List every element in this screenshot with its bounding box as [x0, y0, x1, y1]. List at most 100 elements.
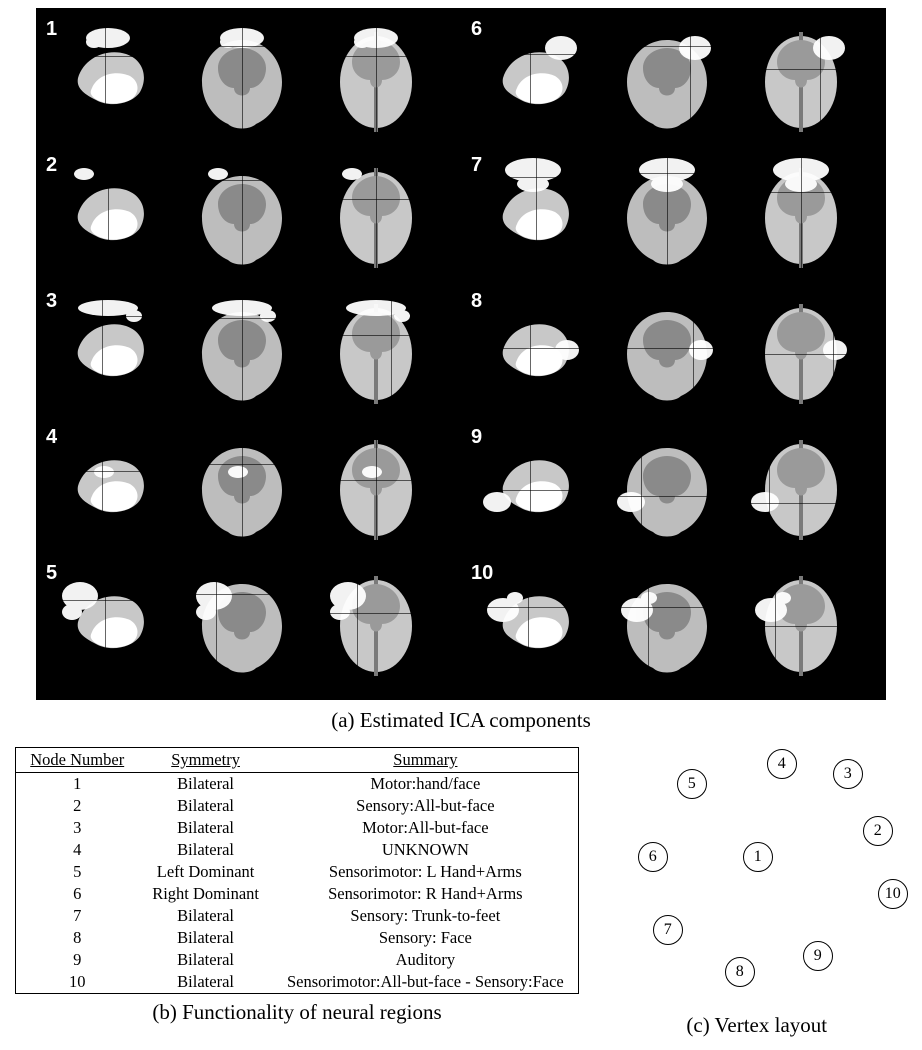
caption-b: (b) Functionality of neural regions — [15, 1000, 579, 1025]
vertex-node-8: 8 — [725, 957, 755, 987]
brain-slice-coronal — [178, 290, 306, 418]
caption-a: (a) Estimated ICA components — [0, 708, 922, 733]
brain-slice-axial — [737, 154, 865, 282]
brain-slice-sagittal — [44, 290, 172, 418]
brain-slice-axial — [737, 426, 865, 554]
table-cell: Sensory: Face — [273, 927, 578, 949]
brain-slice-sagittal — [44, 426, 172, 554]
table-row: 10BilateralSensorimotor:All-but-face - S… — [16, 971, 578, 993]
table-cell: Sensorimotor: L Hand+Arms — [273, 861, 578, 883]
table-row: 4BilateralUNKNOWN — [16, 839, 578, 861]
vertex-node-10: 10 — [878, 879, 908, 909]
table-row: 7BilateralSensory: Trunk-to-feet — [16, 905, 578, 927]
table-cell: Auditory — [273, 949, 578, 971]
brain-slice-coronal — [603, 562, 731, 690]
table-cell: 6 — [16, 883, 138, 905]
table-cell: 8 — [16, 927, 138, 949]
table-row: 2BilateralSensory:All-but-face — [16, 795, 578, 817]
vertex-node-7: 7 — [653, 915, 683, 945]
table-cell: Right Dominant — [138, 883, 273, 905]
ica-row-6: 6 — [461, 14, 886, 150]
table-cell: Sensorimotor: R Hand+Arms — [273, 883, 578, 905]
ica-row-10: 10 — [461, 558, 886, 694]
table-cell: Left Dominant — [138, 861, 273, 883]
brain-slice-coronal — [603, 18, 731, 146]
table-cell: UNKNOWN — [273, 839, 578, 861]
brain-slice-coronal — [178, 154, 306, 282]
table-row: 9BilateralAuditory — [16, 949, 578, 971]
vertex-node-3: 3 — [833, 759, 863, 789]
brain-slice-axial — [737, 562, 865, 690]
brain-slice-axial — [312, 290, 440, 418]
brain-slice-axial — [737, 290, 865, 418]
ica-row-4: 4 — [36, 422, 461, 558]
brain-slice-axial — [312, 426, 440, 554]
ica-row-9: 9 — [461, 422, 886, 558]
brain-slice-sagittal — [44, 154, 172, 282]
brain-slice-coronal — [178, 562, 306, 690]
table-cell: 7 — [16, 905, 138, 927]
table-cell: 1 — [16, 773, 138, 796]
brain-slice-coronal — [178, 18, 306, 146]
vertex-node-2: 2 — [863, 816, 893, 846]
table-cell: Sensorimotor:All-but-face - Sensory:Face — [273, 971, 578, 993]
table-cell: Motor:All-but-face — [273, 817, 578, 839]
brain-slice-coronal — [178, 426, 306, 554]
brain-slice-sagittal — [469, 154, 597, 282]
brain-slice-axial — [312, 154, 440, 282]
vertex-node-1: 1 — [743, 842, 773, 872]
vertex-layout-canvas: 12345678910 — [607, 747, 907, 1007]
vertex-node-4: 4 — [767, 749, 797, 779]
table-header: Node Number — [16, 748, 138, 773]
table-row: 8BilateralSensory: Face — [16, 927, 578, 949]
functionality-panel: Node NumberSymmetrySummary1BilateralMoto… — [15, 747, 579, 1025]
table-cell: Bilateral — [138, 817, 273, 839]
brain-slice-sagittal — [469, 290, 597, 418]
table-row: 5Left DominantSensorimotor: L Hand+Arms — [16, 861, 578, 883]
brain-slice-sagittal — [469, 562, 597, 690]
table-cell: Motor:hand/face — [273, 773, 578, 796]
ica-row-7: 7 — [461, 150, 886, 286]
table-header: Summary — [273, 748, 578, 773]
table-cell: 2 — [16, 795, 138, 817]
vertex-node-6: 6 — [638, 842, 668, 872]
brain-slice-coronal — [603, 154, 731, 282]
brain-slice-coronal — [603, 426, 731, 554]
ica-row-8: 8 — [461, 286, 886, 422]
ica-row-5: 5 — [36, 558, 461, 694]
ica-row-3: 3 — [36, 286, 461, 422]
ica-components-panel: 1 2 3 4 — [36, 8, 886, 700]
ica-row-2: 2 — [36, 150, 461, 286]
table-cell: Bilateral — [138, 927, 273, 949]
table-cell: Bilateral — [138, 971, 273, 993]
table-cell: Bilateral — [138, 905, 273, 927]
brain-grid: 1 2 3 4 — [36, 14, 886, 694]
table-cell: Bilateral — [138, 839, 273, 861]
table-row: 6Right DominantSensorimotor: R Hand+Arms — [16, 883, 578, 905]
functionality-table: Node NumberSymmetrySummary1BilateralMoto… — [16, 748, 578, 993]
table-row: 1BilateralMotor:hand/face — [16, 773, 578, 796]
caption-c: (c) Vertex layout — [607, 1013, 907, 1038]
functionality-table-box: Node NumberSymmetrySummary1BilateralMoto… — [15, 747, 579, 994]
table-cell: Bilateral — [138, 773, 273, 796]
table-cell: 9 — [16, 949, 138, 971]
vertex-node-9: 9 — [803, 941, 833, 971]
table-cell: 5 — [16, 861, 138, 883]
table-cell: 3 — [16, 817, 138, 839]
table-header: Symmetry — [138, 748, 273, 773]
brain-slice-sagittal — [44, 562, 172, 690]
table-cell: Bilateral — [138, 795, 273, 817]
table-cell: 10 — [16, 971, 138, 993]
brain-slice-sagittal — [469, 18, 597, 146]
table-cell: 4 — [16, 839, 138, 861]
brain-slice-coronal — [603, 290, 731, 418]
table-cell: Sensory:All-but-face — [273, 795, 578, 817]
vertex-layout-panel: 12345678910 (c) Vertex layout — [607, 747, 907, 1038]
brain-slice-sagittal — [469, 426, 597, 554]
vertex-node-5: 5 — [677, 769, 707, 799]
ica-row-1: 1 — [36, 14, 461, 150]
table-cell: Sensory: Trunk-to-feet — [273, 905, 578, 927]
table-row: 3BilateralMotor:All-but-face — [16, 817, 578, 839]
brain-slice-axial — [312, 18, 440, 146]
table-cell: Bilateral — [138, 949, 273, 971]
